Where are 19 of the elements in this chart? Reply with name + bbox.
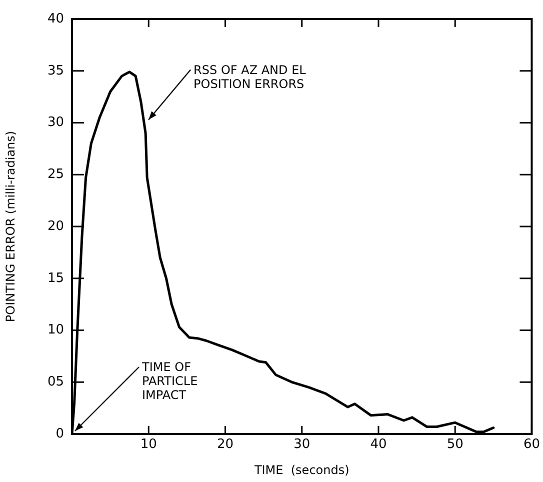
- x-axis-title: TIME (seconds): [253, 462, 350, 477]
- x-tick-label: 40: [370, 437, 387, 452]
- y-tick-label: 0: [56, 426, 64, 442]
- y-tick-label: 40: [47, 11, 64, 26]
- x-tick-label: 60: [523, 437, 540, 452]
- annotation: RSS OF AZ AND EL POSITION ERRORS: [194, 62, 306, 91]
- y-tick-label: 35: [47, 63, 64, 78]
- annotation: TIME OF PARTICLE IMPACT: [141, 360, 198, 402]
- x-tick-label: 10: [140, 437, 157, 452]
- y-tick-label: 25: [47, 167, 64, 182]
- y-tick-label: 05: [47, 374, 64, 390]
- x-tick-label: 20: [216, 437, 234, 452]
- y-tick-label: 10: [47, 322, 64, 338]
- y-tick-label: 20: [47, 218, 64, 234]
- y-axis-title: POINTING ERROR (milli-radians): [3, 130, 18, 322]
- x-tick-label: 50: [446, 437, 464, 452]
- y-tick-label: 30: [47, 115, 64, 130]
- y-tick-label: 15: [47, 270, 64, 286]
- x-tick-label: 30: [294, 437, 310, 452]
